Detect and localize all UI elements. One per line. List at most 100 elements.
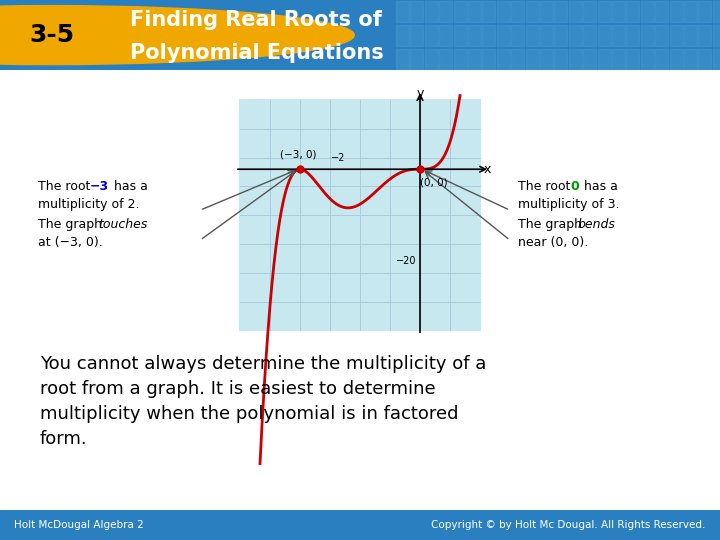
Bar bbox=[439, 2, 452, 23]
Bar bbox=[468, 2, 481, 23]
Bar bbox=[612, 49, 625, 70]
Bar bbox=[526, 2, 539, 23]
Bar bbox=[554, 49, 567, 70]
Bar bbox=[497, 49, 510, 70]
Text: (−3, 0): (−3, 0) bbox=[280, 149, 316, 159]
Bar bbox=[641, 25, 654, 46]
Bar bbox=[396, 25, 409, 46]
Bar bbox=[425, 25, 438, 46]
Text: 0: 0 bbox=[570, 180, 579, 193]
Bar bbox=[482, 49, 495, 70]
Text: touches: touches bbox=[98, 218, 148, 231]
Bar bbox=[410, 25, 423, 46]
Text: multiplicity of 2.: multiplicity of 2. bbox=[38, 198, 140, 211]
Bar bbox=[626, 25, 639, 46]
Text: The graph: The graph bbox=[518, 218, 586, 231]
Text: You cannot always determine the multiplicity of a: You cannot always determine the multipli… bbox=[40, 355, 487, 373]
Bar bbox=[396, 49, 409, 70]
Bar bbox=[425, 49, 438, 70]
Bar bbox=[612, 2, 625, 23]
Bar bbox=[598, 49, 611, 70]
Bar bbox=[540, 2, 553, 23]
Bar bbox=[569, 25, 582, 46]
Bar bbox=[454, 2, 467, 23]
Bar bbox=[511, 25, 524, 46]
Bar bbox=[396, 2, 409, 23]
Bar bbox=[641, 49, 654, 70]
Bar bbox=[454, 25, 467, 46]
Bar bbox=[713, 49, 720, 70]
Bar bbox=[554, 2, 567, 23]
Bar bbox=[410, 49, 423, 70]
Text: −20: −20 bbox=[395, 256, 416, 266]
Text: y: y bbox=[416, 87, 423, 100]
Bar bbox=[583, 2, 596, 23]
Bar bbox=[410, 2, 423, 23]
Bar bbox=[698, 25, 711, 46]
Bar bbox=[482, 2, 495, 23]
Text: multiplicity of 3.: multiplicity of 3. bbox=[518, 198, 619, 211]
Text: Polynomial Equations: Polynomial Equations bbox=[130, 43, 383, 63]
Bar bbox=[583, 49, 596, 70]
Bar bbox=[510, 160, 685, 291]
Text: form.: form. bbox=[40, 430, 88, 448]
Bar bbox=[468, 49, 481, 70]
Bar bbox=[540, 25, 553, 46]
Bar bbox=[598, 2, 611, 23]
Text: The root: The root bbox=[518, 180, 575, 193]
Text: at (−3, 0).: at (−3, 0). bbox=[38, 236, 103, 249]
Bar bbox=[583, 25, 596, 46]
Bar bbox=[612, 25, 625, 46]
Bar bbox=[497, 25, 510, 46]
Bar bbox=[482, 25, 495, 46]
Text: Holt McDougal Algebra 2: Holt McDougal Algebra 2 bbox=[14, 520, 144, 530]
Bar bbox=[698, 49, 711, 70]
Bar bbox=[468, 25, 481, 46]
Text: Copyright © by Holt Mc Dougal. All Rights Reserved.: Copyright © by Holt Mc Dougal. All Right… bbox=[431, 520, 706, 530]
Text: x: x bbox=[480, 163, 491, 176]
Text: Finding Real Roots of: Finding Real Roots of bbox=[130, 10, 382, 30]
Bar bbox=[439, 49, 452, 70]
Text: bends: bends bbox=[578, 218, 616, 231]
Text: The graph: The graph bbox=[38, 218, 106, 231]
Text: −2: −2 bbox=[330, 153, 345, 163]
Bar bbox=[511, 2, 524, 23]
Circle shape bbox=[0, 5, 354, 65]
Text: 3-5: 3-5 bbox=[30, 23, 74, 47]
Bar bbox=[540, 49, 553, 70]
Bar bbox=[554, 25, 567, 46]
Bar bbox=[670, 25, 683, 46]
Bar bbox=[425, 2, 438, 23]
Bar bbox=[670, 49, 683, 70]
Bar bbox=[655, 25, 668, 46]
Bar bbox=[713, 25, 720, 46]
Bar bbox=[655, 2, 668, 23]
Text: multiplicity when the polynomial is in factored: multiplicity when the polynomial is in f… bbox=[40, 406, 459, 423]
Bar bbox=[598, 25, 611, 46]
Bar bbox=[684, 2, 697, 23]
Bar bbox=[713, 2, 720, 23]
Bar bbox=[641, 2, 654, 23]
Bar bbox=[569, 49, 582, 70]
Text: (0, 0): (0, 0) bbox=[420, 177, 448, 187]
Text: The root: The root bbox=[38, 180, 94, 193]
Bar bbox=[511, 49, 524, 70]
Bar bbox=[30, 160, 200, 291]
Bar bbox=[526, 49, 539, 70]
Bar bbox=[684, 49, 697, 70]
Bar bbox=[626, 49, 639, 70]
Bar bbox=[655, 49, 668, 70]
Bar bbox=[454, 49, 467, 70]
Bar bbox=[497, 2, 510, 23]
Bar bbox=[684, 25, 697, 46]
Bar bbox=[240, 100, 480, 330]
Bar bbox=[670, 2, 683, 23]
Bar bbox=[698, 2, 711, 23]
Text: has a: has a bbox=[580, 180, 618, 193]
Bar bbox=[626, 2, 639, 23]
Bar bbox=[439, 25, 452, 46]
Text: −3: −3 bbox=[90, 180, 109, 193]
Bar bbox=[569, 2, 582, 23]
Text: near (0, 0).: near (0, 0). bbox=[518, 236, 588, 249]
Text: has a: has a bbox=[110, 180, 148, 193]
